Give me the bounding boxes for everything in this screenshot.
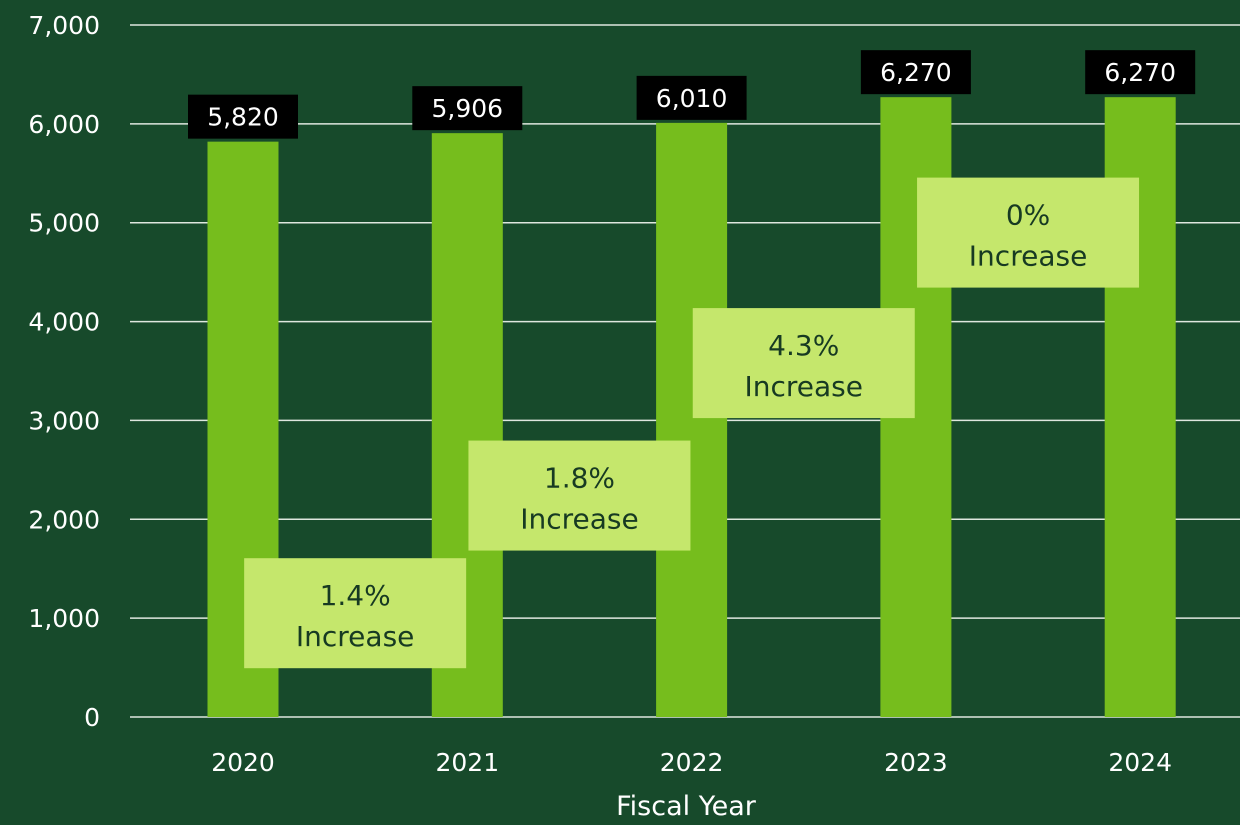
annotation-percent: 1.4% <box>320 579 391 612</box>
y-tick-label: 5,000 <box>28 209 100 238</box>
x-tick-label: 2023 <box>884 748 948 777</box>
y-tick-label: 3,000 <box>28 406 100 435</box>
value-label: 6,270 <box>860 50 971 95</box>
value-label-text: 6,270 <box>1104 58 1176 87</box>
x-tick-label: 2021 <box>435 748 499 777</box>
value-label-box <box>636 75 747 120</box>
x-axis-tick-labels: 2020 2021 2022 2023 2024 <box>211 748 1172 777</box>
annotation-box <box>692 308 915 419</box>
x-axis-title: Fiscal Year <box>616 791 757 822</box>
annotation-word: Increase <box>296 620 415 653</box>
value-label-text: 6,010 <box>656 84 728 113</box>
value-label-box <box>860 50 971 95</box>
x-tick-label: 2022 <box>660 748 724 777</box>
increase-annotation: 1.8% Increase <box>468 440 691 551</box>
value-label-box <box>412 86 523 131</box>
annotation-percent: 4.3% <box>768 329 839 362</box>
value-label: 5,820 <box>188 94 298 139</box>
annotation-box <box>917 177 1140 288</box>
value-label: 5,906 <box>412 86 523 131</box>
value-label-text: 5,906 <box>432 94 504 123</box>
x-tick-label: 2024 <box>1108 748 1172 777</box>
value-label-box <box>188 94 298 139</box>
increase-annotation: 1.4% Increase <box>244 558 467 669</box>
y-tick-label: 4,000 <box>28 308 100 337</box>
y-tick-label: 0 <box>84 703 100 732</box>
annotation-word: Increase <box>520 503 639 536</box>
x-tick-label: 2020 <box>211 748 275 777</box>
increase-annotations: 1.4% Increase 1.8% Increase 4.3% Increase 0% In… <box>244 177 1140 669</box>
value-label-text: 5,820 <box>207 103 279 132</box>
value-label: 6,010 <box>636 75 747 120</box>
bar <box>656 122 728 717</box>
annotation-word: Increase <box>745 370 864 403</box>
value-label-box <box>1085 50 1196 95</box>
y-tick-label: 7,000 <box>28 11 100 40</box>
annotation-box <box>468 440 691 551</box>
increase-annotation: 0% Increase <box>917 177 1140 288</box>
annotation-word: Increase <box>969 240 1088 273</box>
annotation-box <box>244 558 467 669</box>
annotation-percent: 0% <box>1006 199 1050 232</box>
value-label: 6,270 <box>1085 50 1196 95</box>
y-tick-label: 6,000 <box>28 110 100 139</box>
increase-annotation: 4.3% Increase <box>692 308 915 419</box>
y-axis-tick-labels: 0 1,000 2,000 3,000 4,000 5,000 6,000 7,000 <box>28 11 100 732</box>
value-label-text: 6,270 <box>880 58 952 87</box>
y-tick-label: 1,000 <box>28 604 100 633</box>
value-labels: 5,820 5,906 6,010 6,270 6,270 <box>188 50 1196 139</box>
y-tick-label: 2,000 <box>28 505 100 534</box>
annotation-percent: 1.8% <box>544 462 615 495</box>
